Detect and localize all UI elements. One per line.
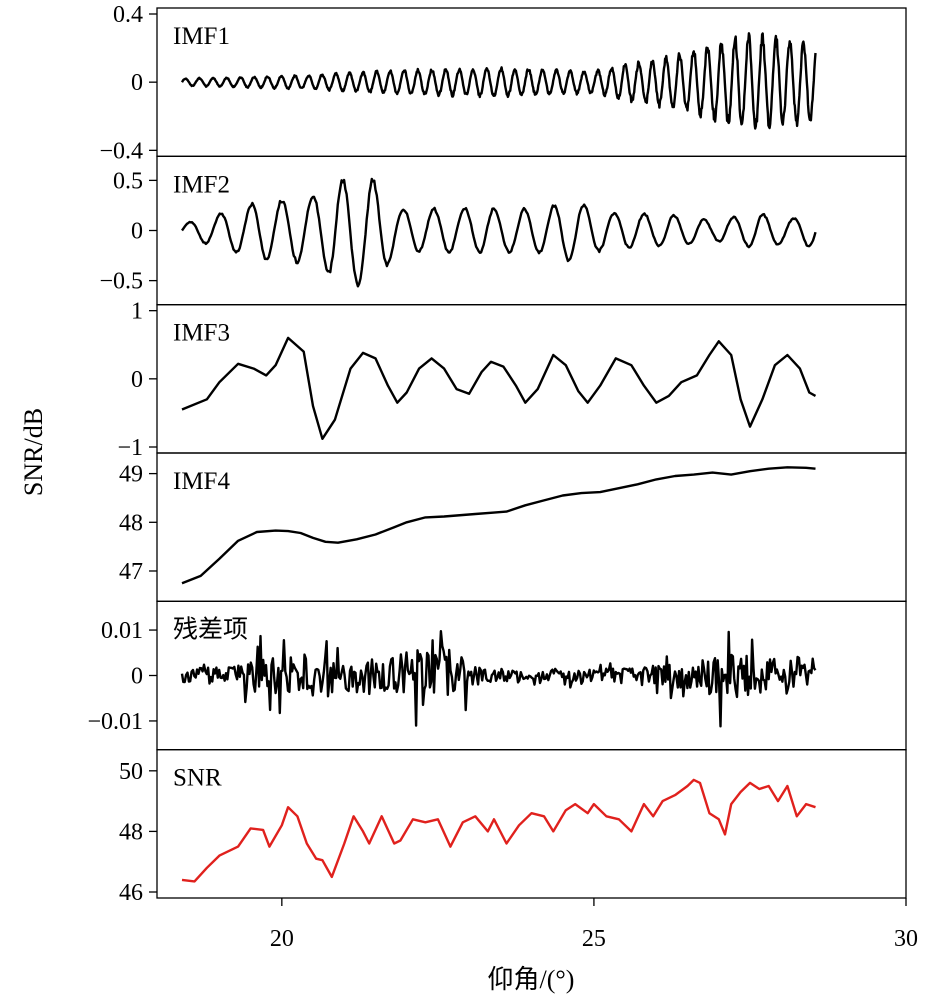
- panel-frame: [156, 452, 907, 602]
- series-line: [180, 32, 817, 130]
- panel-label: IMF2: [173, 171, 230, 198]
- y-tick-label: 46: [119, 880, 143, 906]
- panel-label: 残差项: [173, 615, 248, 643]
- y-tick-label: 47: [119, 559, 143, 585]
- series-line: [180, 630, 817, 728]
- series-line: [181, 336, 817, 440]
- panel-label: IMF3: [173, 320, 230, 347]
- y-tick-label: −0.5: [99, 269, 143, 295]
- panel-1: 0.4 0 −0.4 IMF1: [99, 2, 907, 164]
- y-tick-label: −0.01: [87, 709, 143, 735]
- panel-4: 49 48 47 IMF4: [119, 452, 907, 602]
- series-line: [181, 778, 816, 883]
- series-line: [181, 466, 816, 585]
- y-tick-label: 48: [119, 510, 143, 536]
- x-tick-label: 20: [270, 926, 294, 952]
- panel-2: 0.5 0 −0.5 IMF2: [99, 155, 907, 306]
- y-tick-label: 0.5: [113, 168, 143, 194]
- x-tick-label: 30: [894, 926, 918, 952]
- y-tick-label: 0: [131, 367, 143, 393]
- y-tick-label: 0: [131, 70, 143, 96]
- y-tick-label: 50: [119, 759, 143, 785]
- panel-3: 1 0 −1 IMF3: [117, 299, 907, 461]
- y-tick-label: 49: [119, 462, 143, 488]
- panel-label: IMF1: [173, 23, 230, 50]
- y-tick-label: 0: [131, 219, 143, 245]
- y-tick-label: 1: [131, 299, 143, 325]
- panel-frame: [156, 749, 907, 899]
- series-line: [181, 177, 817, 288]
- x-tick-label: 25: [582, 926, 606, 952]
- y-tick-label: 0: [131, 664, 143, 690]
- y-tick-label: 0.01: [101, 618, 143, 644]
- y-tick-label: −1: [117, 435, 143, 461]
- y-tick-label: −0.4: [99, 138, 143, 164]
- x-axis-title: 仰角/(°): [488, 965, 575, 994]
- panel-label: IMF4: [173, 468, 230, 495]
- panel-6: 50 48 46 SNR: [119, 749, 907, 906]
- y-tick-label: 48: [119, 819, 143, 845]
- panel-label: SNR: [173, 765, 222, 792]
- y-axis-title: SNR/dB: [19, 408, 48, 496]
- panel-frame: [156, 304, 907, 454]
- y-tick-label: 0.4: [113, 2, 143, 28]
- panel-5: 0.01 0 −0.01 残差项: [87, 600, 907, 751]
